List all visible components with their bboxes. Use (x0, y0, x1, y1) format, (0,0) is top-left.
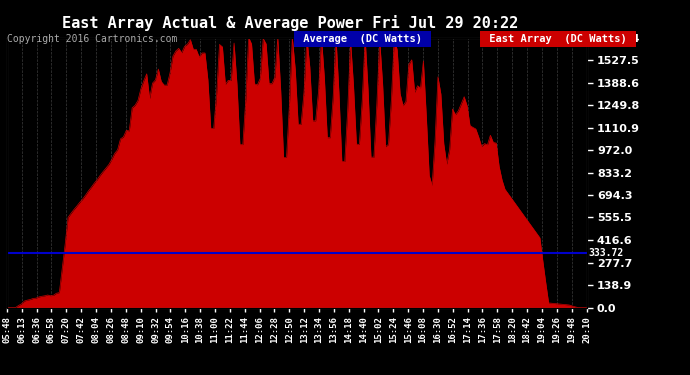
Text: Copyright 2016 Cartronics.com: Copyright 2016 Cartronics.com (7, 34, 177, 44)
Text: Average  (DC Watts): Average (DC Watts) (297, 34, 428, 44)
Text: East Array  (DC Watts): East Array (DC Watts) (483, 34, 633, 44)
Text: East Array Actual & Average Power Fri Jul 29 20:22: East Array Actual & Average Power Fri Ju… (61, 15, 518, 31)
Text: 333.72: 333.72 (588, 248, 623, 258)
